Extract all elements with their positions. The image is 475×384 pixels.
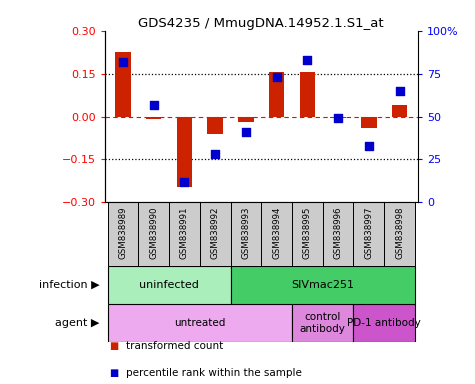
Bar: [292, 202, 323, 266]
Bar: [146, 117, 162, 119]
Text: GSM838997: GSM838997: [364, 207, 373, 259]
Text: GSM838994: GSM838994: [272, 207, 281, 259]
Bar: [269, 72, 285, 117]
Text: control
antibody: control antibody: [300, 313, 346, 334]
Text: untreated: untreated: [174, 318, 226, 328]
Point: [304, 57, 311, 63]
Text: GSM838998: GSM838998: [395, 207, 404, 259]
Text: GSM838991: GSM838991: [180, 207, 189, 259]
Text: GSM838995: GSM838995: [303, 207, 312, 259]
Text: GSM838989: GSM838989: [118, 207, 127, 259]
Bar: [392, 105, 407, 117]
Bar: [261, 202, 292, 266]
Text: ■: ■: [109, 341, 118, 351]
Text: SIVmac251: SIVmac251: [291, 280, 354, 290]
Point: [365, 143, 372, 149]
Bar: [107, 202, 138, 266]
Point: [180, 179, 188, 185]
Bar: [107, 304, 292, 343]
Bar: [169, 202, 200, 266]
Bar: [138, 202, 169, 266]
Bar: [300, 72, 315, 117]
Text: PD-1 antibody: PD-1 antibody: [347, 318, 421, 328]
Bar: [353, 304, 415, 343]
Bar: [361, 117, 377, 128]
Bar: [292, 304, 353, 343]
Bar: [331, 117, 346, 118]
Bar: [353, 202, 384, 266]
Bar: [230, 266, 415, 304]
Point: [396, 88, 403, 94]
Bar: [230, 202, 261, 266]
Text: GSM838996: GSM838996: [333, 207, 342, 259]
Text: agent ▶: agent ▶: [56, 318, 100, 328]
Text: GSM838990: GSM838990: [149, 207, 158, 259]
Point: [150, 101, 158, 108]
Bar: [200, 202, 230, 266]
Bar: [177, 117, 192, 187]
Text: transformed count: transformed count: [126, 341, 223, 351]
Point: [211, 151, 219, 157]
Text: percentile rank within the sample: percentile rank within the sample: [126, 368, 302, 378]
Bar: [323, 202, 353, 266]
Bar: [208, 117, 223, 134]
Bar: [384, 202, 415, 266]
Bar: [238, 117, 254, 122]
Text: GSM838993: GSM838993: [241, 207, 250, 259]
Point: [119, 58, 127, 65]
Text: ■: ■: [109, 368, 118, 378]
Title: GDS4235 / MmugDNA.14952.1.S1_at: GDS4235 / MmugDNA.14952.1.S1_at: [138, 17, 384, 30]
Point: [273, 74, 280, 80]
Text: uninfected: uninfected: [139, 280, 199, 290]
Text: infection ▶: infection ▶: [39, 280, 100, 290]
Point: [334, 115, 342, 121]
Point: [242, 129, 250, 135]
Bar: [107, 266, 230, 304]
Bar: [115, 52, 131, 117]
Text: GSM838992: GSM838992: [210, 207, 219, 259]
